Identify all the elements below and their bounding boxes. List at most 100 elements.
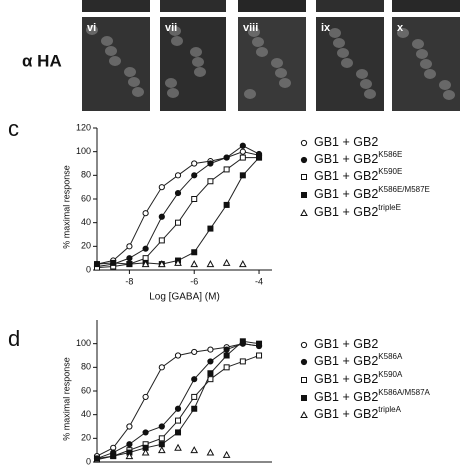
legend-superscript: tripleE [378,203,401,212]
panel-label: d [8,326,20,351]
y-tick-label: 100 [76,338,91,348]
data-point [158,441,165,448]
series-line [96,340,260,459]
data-point [300,358,308,366]
y-tick-label: 100 [76,146,91,156]
data-point [300,156,308,164]
cell [165,78,177,88]
data-point [222,450,231,458]
data-point [207,225,214,232]
cell [397,28,409,38]
x-axis-label: Log [GABA] (M) [149,292,220,303]
data-point [125,452,134,460]
cell [279,78,291,88]
data-point [238,260,247,268]
legend-superscript: K590E [378,167,402,176]
data-point [158,213,165,220]
cell [356,69,368,79]
data-point [190,446,199,454]
data-point [301,395,307,401]
data-point [126,243,133,250]
legend-label: GB1 + GB2 [314,135,378,149]
cell [132,87,144,97]
data-point [174,405,182,412]
cell [275,68,287,78]
data-point [94,261,100,268]
data-point [300,341,308,349]
micrograph-label: ix [321,22,331,34]
x-tick-label: -6 [190,276,198,286]
data-point [301,377,307,383]
legend-name: GB1 + GB2 [314,152,378,166]
row-label: α HA [22,51,62,70]
data-point [207,358,214,365]
micrograph-label: x [397,22,404,34]
data-point [191,249,198,256]
data-point [223,201,230,208]
cell [364,89,376,99]
data-point [191,160,198,167]
data-point [191,393,198,400]
cell [439,80,451,90]
y-tick-label: 80 [81,170,91,180]
data-point [158,423,165,430]
legend-name: GB1 + GB2 [314,205,378,219]
cell [109,56,121,66]
data-point [126,261,133,268]
data-point [239,338,246,345]
data-point [191,405,198,412]
data-point [223,352,230,359]
legend-name: GB1 + GB2 [314,390,378,404]
y-tick-label: 60 [81,193,91,203]
legend-name: GB1 + GB2 [314,354,378,368]
cell [360,79,372,89]
data-point [175,219,182,226]
data-point [142,210,149,217]
cell [337,48,349,58]
micrograph-label: viii [243,22,258,34]
data-point [142,393,149,401]
data-point [207,370,214,377]
data-point [126,423,133,430]
y-tick-label: 0 [86,456,91,466]
micrograph-top-row [82,0,460,12]
data-point [126,255,133,262]
data-point [256,154,263,161]
data-point [223,154,230,161]
y-tick-label: 20 [81,241,91,251]
legend-label: GB1 + GB2K586E [314,150,402,166]
data-point [206,260,215,268]
series-line [96,151,260,265]
y-tick-label: 40 [81,217,91,227]
legend-label: GB1 + GB2K590E [314,167,402,183]
data-point [190,260,199,268]
cell [420,59,432,69]
series-line [96,343,260,457]
data-point [239,172,246,179]
legend-name: GB1 + GB2 [314,407,378,421]
data-point [223,346,230,353]
data-point [158,237,165,244]
x-tick-label: -4 [255,276,263,286]
data-point [223,364,230,371]
legend-superscript: tripleA [378,405,401,414]
y-axis-label: % maximal response [61,357,71,441]
data-point [301,192,307,198]
data-point [191,172,198,179]
micrograph-label: vi [87,22,96,34]
cell [194,67,206,77]
data-point [239,358,246,365]
data-point [142,245,149,252]
legend-label: GB1 + GB2K586A/M587A [314,388,431,404]
data-point [174,258,182,266]
cell [101,36,113,46]
data-point [206,448,215,456]
data-point [191,348,198,356]
cell [424,69,436,79]
data-point [223,166,230,173]
cell [86,25,98,35]
data-point [239,154,246,161]
legend-superscript: K586A [378,352,403,361]
legend-name: GB1 + GB2 [314,169,378,183]
legend-name: GB1 + GB2 [314,187,378,201]
